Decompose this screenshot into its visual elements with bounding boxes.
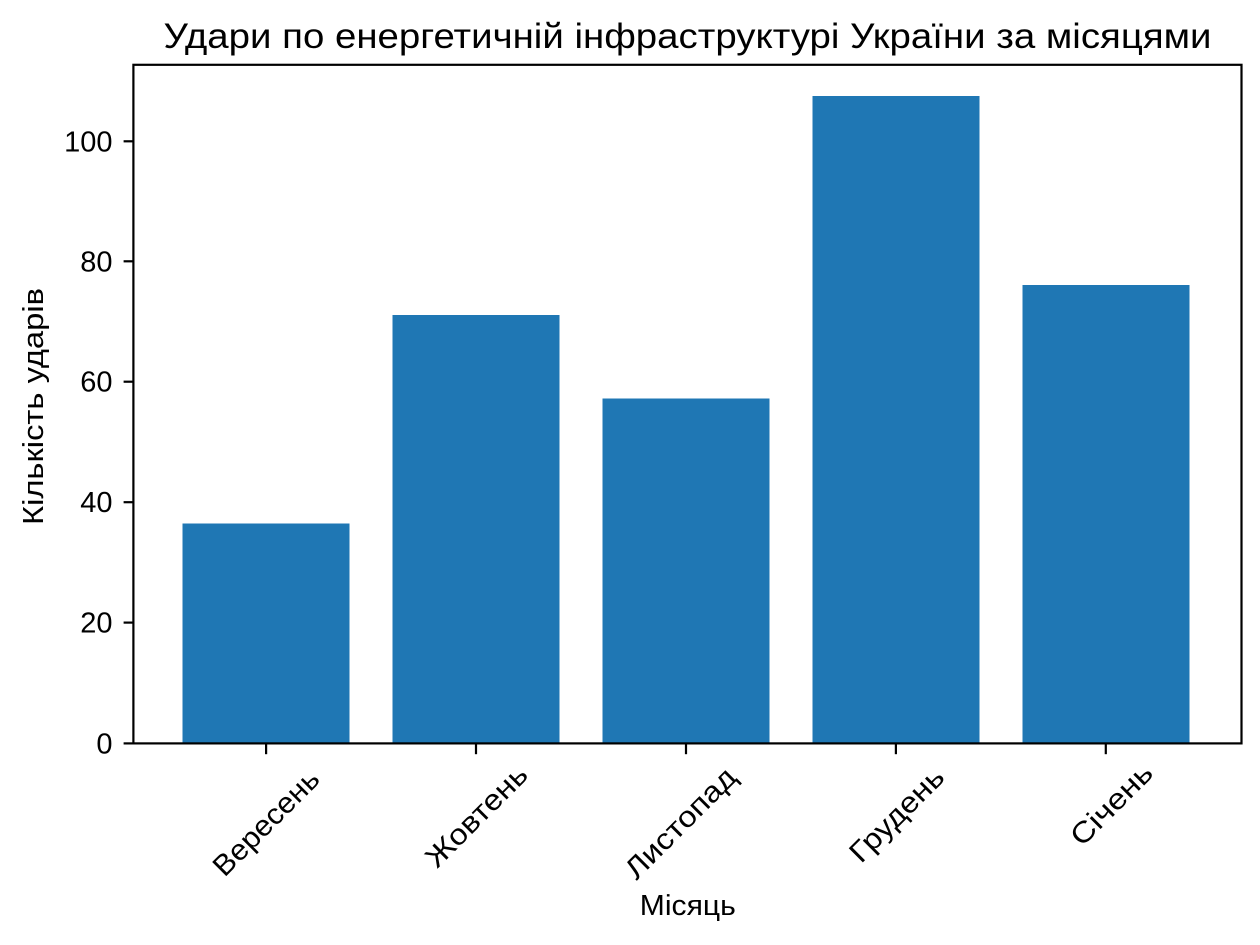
svg-text:100: 100: [64, 126, 112, 158]
svg-text:60: 60: [80, 367, 112, 399]
svg-text:Кількість ударів: Кількість ударів: [18, 288, 50, 525]
svg-text:40: 40: [80, 487, 112, 519]
svg-text:0: 0: [96, 728, 112, 760]
svg-text:20: 20: [80, 608, 112, 640]
svg-text:Місяць: Місяць: [640, 890, 736, 922]
svg-text:Удари по енергетичній інфрастр: Удари по енергетичній інфраструктурі Укр…: [164, 17, 1212, 56]
svg-text:80: 80: [80, 246, 112, 278]
